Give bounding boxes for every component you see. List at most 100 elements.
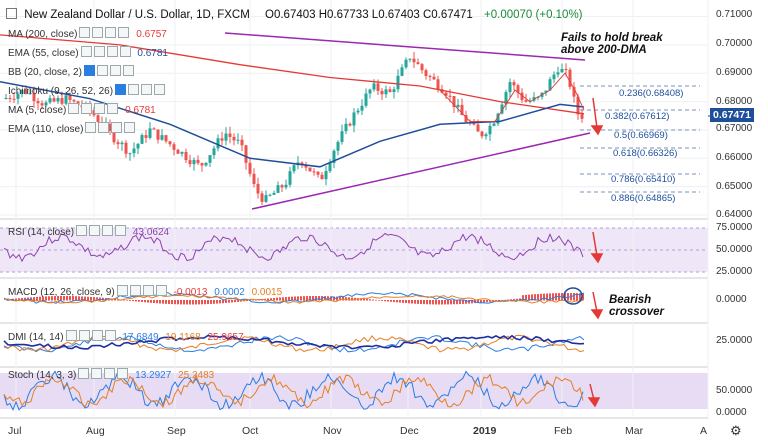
adx-line xyxy=(3,334,585,350)
macd-bar xyxy=(231,300,233,303)
macd-bar xyxy=(45,296,47,301)
dmi-legend[interactable]: DMI (14, 14) 17.6849 19.1168 25.9657 xyxy=(8,330,244,343)
eye-icon xyxy=(68,103,80,114)
macd-bar xyxy=(219,300,221,304)
macd-bar xyxy=(162,300,164,304)
collapse-icon[interactable] xyxy=(6,8,17,19)
settings-gear-icon[interactable]: ⚙ xyxy=(730,423,742,438)
macd-bar xyxy=(402,300,404,303)
close-icon xyxy=(106,46,118,57)
macd-bar xyxy=(186,300,188,305)
candle-body xyxy=(276,185,280,193)
eye-icon xyxy=(65,330,77,341)
candle-body xyxy=(512,82,516,86)
macd-bar xyxy=(15,298,17,301)
macd-bar xyxy=(525,294,527,301)
candle-body xyxy=(32,93,36,102)
macd-bar xyxy=(180,300,182,305)
macd-bar xyxy=(459,300,461,305)
macd-bar xyxy=(471,300,473,304)
candle-body xyxy=(212,148,216,156)
more-icon xyxy=(115,225,127,236)
candle-body xyxy=(184,151,188,161)
candle-body xyxy=(136,143,140,149)
macd-bar xyxy=(228,300,230,303)
candle-body xyxy=(204,162,208,166)
legend-bb[interactable]: BB (20, close, 2) xyxy=(8,65,134,78)
macd-bar xyxy=(63,296,65,301)
macd-bar xyxy=(318,296,320,301)
macd-bar xyxy=(543,293,545,301)
macd-bar xyxy=(144,300,146,303)
macd-bar xyxy=(246,300,248,302)
macd-bar xyxy=(42,296,44,301)
fib-label-0382: 0.382(0.67612) xyxy=(605,111,670,122)
macd-bar xyxy=(462,300,464,304)
candle-body xyxy=(232,136,236,141)
candle-body xyxy=(560,68,564,73)
price-change: +0.00070 (+0.10%) xyxy=(484,9,583,21)
macd-bar xyxy=(51,296,53,301)
candle-body xyxy=(140,135,144,144)
legend-ema55[interactable]: EMA (55, close) 0.6781 xyxy=(8,46,168,59)
macd-bar xyxy=(72,296,74,301)
eye-icon xyxy=(79,27,91,38)
candle-body xyxy=(168,141,172,145)
candle-body xyxy=(508,82,512,93)
close-icon xyxy=(91,330,103,341)
legend-ma200[interactable]: MA (200, close) 0.6757 xyxy=(8,27,167,40)
close-icon xyxy=(94,103,106,114)
subpanels xyxy=(3,232,585,412)
stoch-tick: 0.0000 xyxy=(716,407,747,418)
macd-legend[interactable]: MACD (12, 26, close, 9) -0.0013 0.0002 0… xyxy=(8,285,283,298)
price-tick: 0.68000 xyxy=(716,96,753,107)
macd-bar xyxy=(417,300,419,304)
macd-bar xyxy=(339,296,341,301)
candle-body xyxy=(72,99,76,102)
macd-bar xyxy=(477,300,479,303)
candle-body xyxy=(292,165,296,172)
macd-bar xyxy=(225,300,227,303)
legend-ichimoku[interactable]: Ichimoku (9, 26, 52, 26) xyxy=(8,84,166,97)
candle-body xyxy=(368,89,372,94)
time-tick: Jul xyxy=(8,425,22,437)
candle-body xyxy=(36,101,40,104)
candle-body xyxy=(248,162,252,174)
macd-bar xyxy=(237,300,239,302)
candle-body xyxy=(452,96,456,108)
candle-body xyxy=(148,128,152,138)
macd-bar xyxy=(549,293,551,301)
macd-bar xyxy=(480,300,482,303)
legend-ema110[interactable]: EMA (110, close) xyxy=(8,122,136,135)
macd-bar xyxy=(336,296,338,301)
candle-body xyxy=(64,95,68,104)
rsi-tick: 75.0000 xyxy=(716,222,753,233)
candle-body xyxy=(300,162,304,165)
macd-bar xyxy=(189,300,191,305)
macd-bar xyxy=(18,298,20,301)
more-icon xyxy=(155,285,167,296)
eye-icon xyxy=(116,285,128,296)
candle-body xyxy=(108,123,112,131)
more-icon xyxy=(117,368,129,379)
macd-bar xyxy=(207,300,209,305)
macd-bar xyxy=(165,300,167,304)
macd-bar xyxy=(429,300,431,305)
macd-bar xyxy=(294,296,296,301)
macd-bar xyxy=(327,296,329,301)
macd-bar xyxy=(150,300,152,303)
candle-body xyxy=(384,89,388,95)
candle-body xyxy=(544,90,548,93)
macd-bar xyxy=(84,296,86,301)
candle-body xyxy=(376,83,380,91)
candle-body xyxy=(432,76,436,80)
macd-bar xyxy=(168,300,170,304)
legend-ma5[interactable]: MA (5, close) 0.6781 xyxy=(8,103,156,116)
macd-bar xyxy=(78,296,80,301)
rsi-legend[interactable]: RSI (14, close) 43.0624 xyxy=(8,225,170,238)
macd-bar xyxy=(39,296,41,301)
macd-bar xyxy=(348,297,350,301)
macd-bar xyxy=(528,294,530,301)
ma200-line xyxy=(0,34,585,115)
stoch-legend[interactable]: Stoch (14, 3, 3) 13.2927 25.2483 xyxy=(8,368,215,381)
